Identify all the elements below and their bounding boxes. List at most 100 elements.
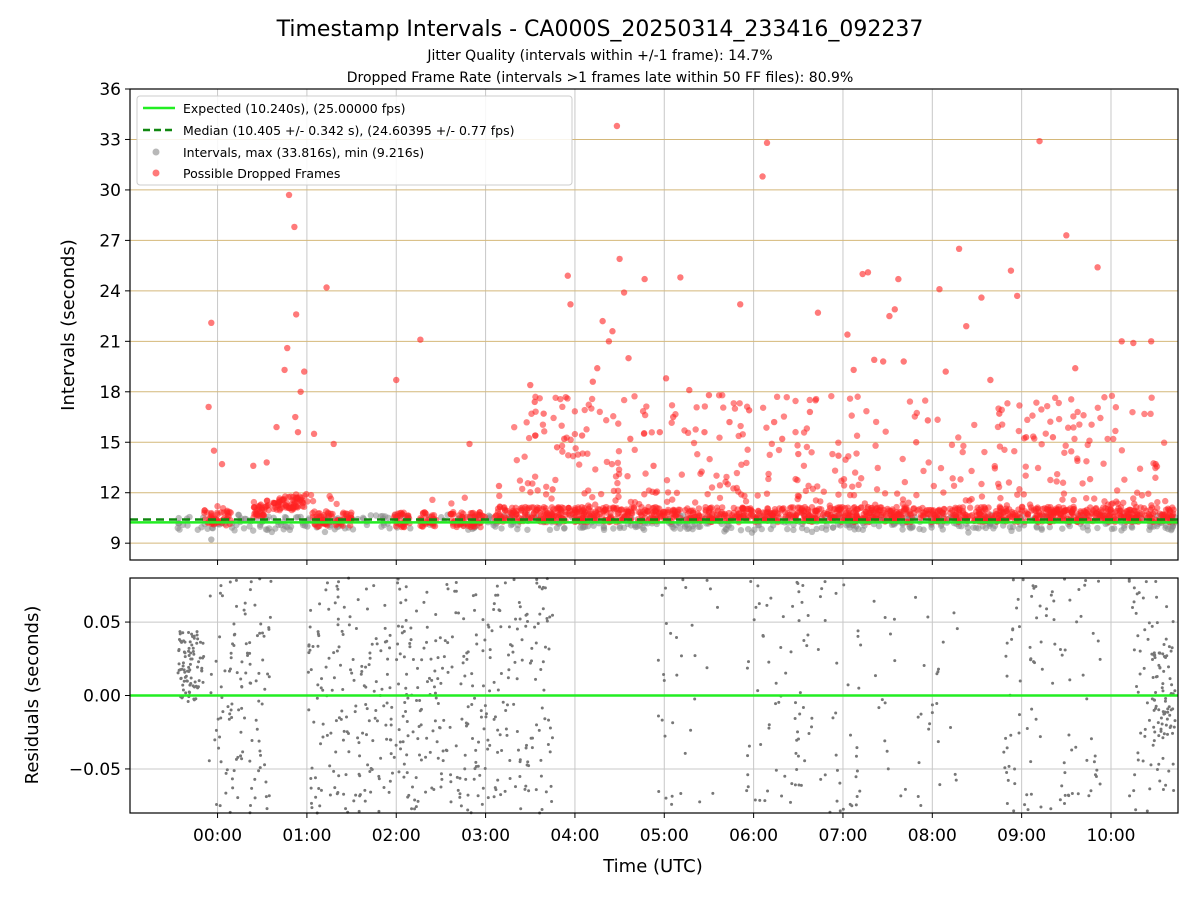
residual-point [1172, 725, 1176, 729]
residual-point [240, 706, 244, 710]
residual-point [187, 665, 191, 669]
residual-point [329, 731, 333, 735]
dropped-frame-outlier [218, 460, 226, 468]
residual-point [1005, 802, 1009, 806]
dropped-frame-point [1079, 480, 1086, 487]
residual-point [262, 634, 266, 638]
residual-point [1012, 809, 1016, 813]
residual-point [395, 658, 399, 662]
dropped-frame-outlier [292, 413, 299, 421]
dropped-frame-point [635, 508, 642, 516]
residual-point [458, 792, 462, 796]
dropped-frame-point [853, 432, 861, 439]
residual-point [374, 709, 378, 713]
residual-point [199, 640, 203, 644]
residual-point [416, 666, 420, 670]
residual-point [237, 708, 241, 712]
residual-point [883, 616, 887, 620]
intervals-ylabel: Intervals (seconds) [58, 239, 79, 411]
residual-point [838, 781, 842, 785]
residual-point [425, 625, 429, 629]
dropped-frame-outlier [208, 319, 215, 327]
dropped-frame-point [946, 505, 954, 513]
residual-point [515, 729, 519, 733]
residual-point [404, 710, 408, 714]
residual-point [470, 702, 474, 706]
residual-point [402, 762, 406, 766]
dropped-frame-outlier [795, 450, 802, 458]
residual-point [436, 756, 440, 760]
residual-point [309, 801, 313, 805]
interval-point [560, 525, 568, 532]
residual-point [873, 674, 877, 678]
residual-point [215, 802, 219, 806]
residual-point [520, 658, 524, 662]
residual-point [321, 722, 325, 726]
residual-point [217, 746, 221, 750]
dropped-frame-point [525, 504, 533, 512]
x-tick-label: 01:00 [282, 826, 331, 846]
residual-point [430, 678, 434, 682]
dropped-frame-point [840, 482, 848, 489]
residual-point [494, 788, 498, 792]
residual-point [257, 699, 261, 703]
residual-point [499, 672, 503, 676]
interval-point [1162, 524, 1169, 531]
dropped-frame-point [738, 461, 745, 468]
residual-point [1070, 792, 1074, 796]
dropped-frame-outlier [323, 284, 330, 291]
y-tick-label: −0.05 [69, 760, 121, 780]
dropped-frame-point [708, 484, 716, 491]
residual-point [767, 660, 771, 664]
dropped-frame-point [449, 510, 456, 518]
residual-point [1168, 713, 1172, 717]
dropped-frame-point [869, 506, 876, 514]
residual-point [449, 780, 453, 784]
residual-point [427, 676, 431, 680]
dropped-frame-point [844, 504, 852, 511]
residual-point [454, 581, 458, 585]
interval-point [262, 526, 270, 533]
residual-point [1092, 760, 1096, 764]
dropped-frame-point [539, 421, 547, 428]
dropped-frame-point [754, 492, 761, 499]
dropped-frame-point [905, 499, 912, 506]
residual-point [481, 618, 485, 622]
dropped-frame-point [642, 470, 649, 477]
dropped-frame-point [955, 434, 962, 441]
residual-point [537, 728, 541, 732]
residual-point [1038, 735, 1042, 739]
residual-point [187, 646, 191, 650]
residual-point [232, 633, 236, 637]
interval-point [1147, 523, 1154, 531]
interval-point [669, 523, 676, 531]
dropped-frame-point [708, 510, 716, 518]
residual-point [402, 775, 406, 779]
residual-point [232, 622, 236, 626]
residual-point [480, 802, 484, 806]
interval-point [249, 527, 257, 534]
residual-point [473, 696, 477, 700]
dropped-frame-point [203, 509, 211, 516]
time-xlabel: Time (UTC) [602, 856, 703, 877]
dropped-frame-point [639, 408, 647, 415]
residual-point [259, 622, 263, 626]
residual-point [255, 727, 259, 731]
residual-point [508, 777, 512, 781]
dropped-frame-outlier [835, 452, 842, 459]
dropped-frame-point [558, 507, 565, 514]
residual-point [883, 701, 887, 705]
residual-point [405, 753, 409, 757]
residual-point [516, 748, 520, 752]
residual-point [1167, 645, 1171, 649]
dropped-frame-point [1005, 479, 1013, 486]
residual-point [336, 617, 340, 621]
interval-point [367, 512, 375, 519]
interval-point [846, 524, 853, 531]
residual-point [240, 660, 244, 664]
residual-point [398, 740, 402, 744]
residual-point [854, 754, 858, 758]
residual-point [1093, 754, 1097, 758]
residual-point [1173, 689, 1177, 693]
dropped-frame-outlier [705, 391, 713, 399]
